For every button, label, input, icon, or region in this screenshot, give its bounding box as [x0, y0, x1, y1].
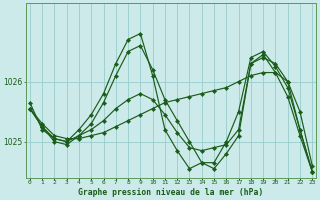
X-axis label: Graphe pression niveau de la mer (hPa): Graphe pression niveau de la mer (hPa)	[78, 188, 264, 197]
